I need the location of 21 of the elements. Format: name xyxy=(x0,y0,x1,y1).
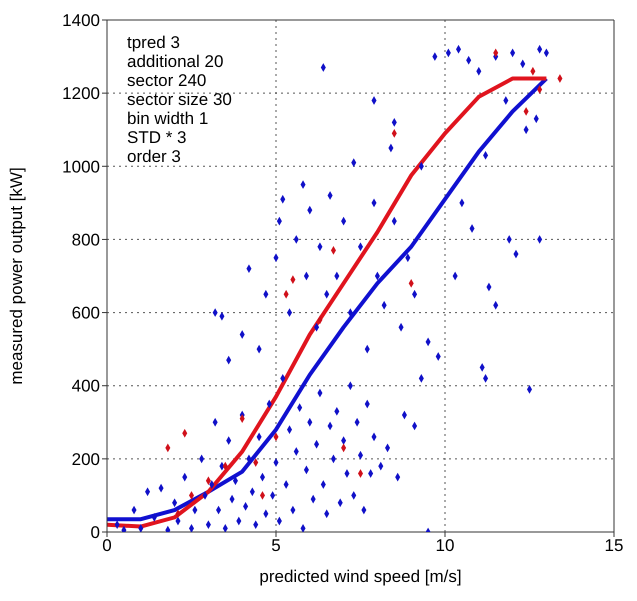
y-tick-label: 200 xyxy=(72,450,100,469)
y-tick-label: 600 xyxy=(72,304,100,323)
y-tick-label: 1200 xyxy=(62,84,100,104)
y-tick-label: 800 xyxy=(72,230,100,250)
annotation: sector size 30 xyxy=(127,90,232,109)
x-tick-label: 5 xyxy=(271,536,281,556)
annotation: additional 20 xyxy=(127,52,224,71)
y-tick-label: 1000 xyxy=(62,157,100,176)
annotation: sector 240 xyxy=(127,71,208,90)
annotation: tpred 3 xyxy=(127,33,181,52)
y-axis-title: measured power output [kW] xyxy=(7,167,26,385)
annotation: STD * 3 xyxy=(127,128,188,147)
y-tick-label: 0 xyxy=(90,523,100,542)
y-tick-label: 400 xyxy=(72,376,100,396)
annotation: order 3 xyxy=(127,147,182,166)
x-axis-title: predicted wind speed [m/s] xyxy=(259,567,462,586)
annotation: bin width 1 xyxy=(127,109,210,128)
x-tick-label: 10 xyxy=(436,536,454,556)
x-tick-label: 0 xyxy=(102,536,112,556)
y-tick-label: 1400 xyxy=(62,11,100,30)
x-tick-label: 15 xyxy=(604,536,624,556)
